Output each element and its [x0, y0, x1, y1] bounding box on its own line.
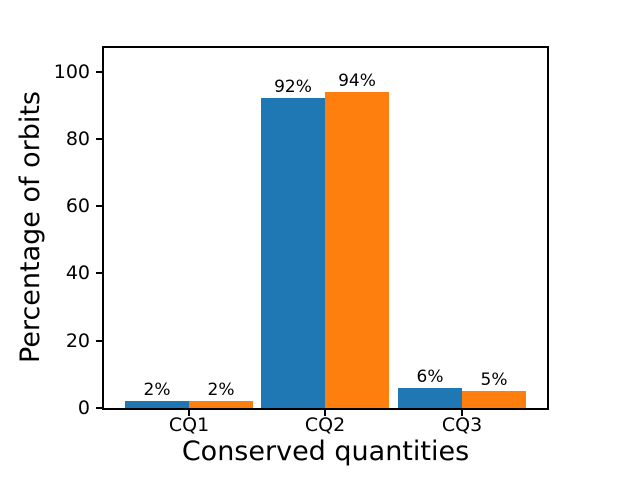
x-tick-label: CQ1 [168, 414, 210, 436]
y-tick-label: 60 [65, 195, 90, 218]
bar [189, 401, 253, 408]
x-tick-mark [324, 410, 326, 416]
x-tick-label: CQ3 [441, 414, 483, 436]
y-axis-label: Percentage of orbits [15, 91, 46, 363]
y-tick-label: 40 [65, 262, 90, 285]
bar-value-label: 6% [416, 366, 444, 387]
plot-area: 0 20 40 60 80 100 CQ1 CQ2 CQ3 2% 92% 6% 2% 94% 5% [54, 46, 549, 436]
bar-value-label: 5% [480, 370, 508, 391]
bar-value-label: 2% [207, 380, 235, 401]
x-tick-mark [461, 410, 463, 416]
y-tick-mark [96, 339, 102, 342]
y-tick-mark [96, 272, 102, 275]
bar [398, 387, 462, 408]
y-tick-mark [96, 205, 102, 208]
y-tick-label: 20 [65, 329, 90, 352]
bar [125, 401, 189, 408]
bar-value-label: 92% [274, 77, 312, 98]
bar-value-label: 2% [143, 380, 171, 401]
bar [261, 98, 325, 408]
y-tick-mark [96, 70, 102, 73]
x-tick-label: CQ2 [304, 414, 346, 436]
bar [462, 391, 526, 408]
y-tick-label: 0 [77, 397, 90, 419]
bar-value-label: 94% [338, 70, 376, 91]
bar [325, 91, 389, 408]
y-tick-mark [96, 407, 102, 409]
x-tick-mark [188, 410, 190, 416]
y-tick-label: 80 [65, 127, 90, 150]
x-axis-label: Conserved quantities [181, 436, 470, 467]
y-tick-label: 100 [53, 60, 90, 83]
y-tick-mark [96, 137, 102, 140]
